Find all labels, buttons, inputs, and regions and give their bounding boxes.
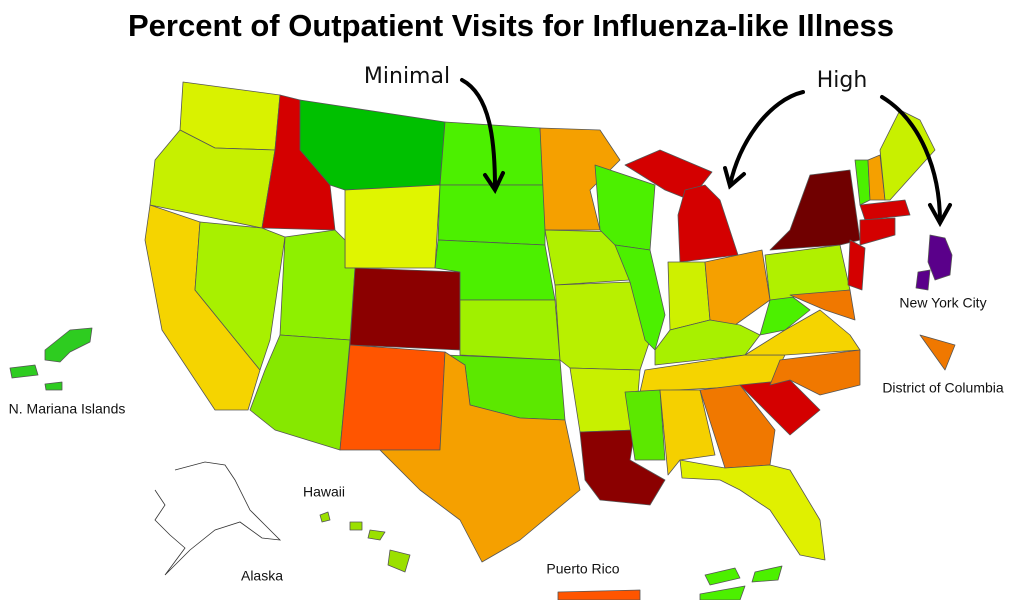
label: District of Columbia [882,380,1004,396]
state [704,249,771,326]
state [437,184,546,246]
state [279,229,356,341]
pr-map [557,589,641,601]
state [659,389,716,476]
hawaii-map [367,529,386,541]
vi-map [704,567,741,586]
arrow [460,78,497,190]
state [847,239,866,291]
insets [9,234,956,601]
state [769,169,861,251]
label: New York City [899,295,986,311]
arrow [723,166,746,190]
mariana-map [9,364,39,379]
state [679,459,826,561]
state [459,299,561,361]
vi-map [751,565,783,583]
state [624,389,666,461]
state [677,184,739,263]
dc-map [919,334,956,371]
state [194,221,286,371]
label: Alaska [241,568,283,584]
nyc-map [927,234,953,281]
nyc-map [915,269,931,291]
state [769,349,861,396]
arrows [460,78,952,228]
state [759,294,811,336]
state [854,159,871,206]
hawaii-map [387,549,411,573]
state [349,267,461,351]
state [344,184,441,269]
state [654,319,761,366]
arrow [928,203,952,228]
state [339,344,446,451]
vi-map [699,585,746,601]
hawaii-map [349,521,363,531]
arrow [728,90,805,187]
annotation: Minimal [364,64,450,89]
state [789,289,856,321]
state [667,261,711,331]
state [859,217,896,246]
arrow [880,95,942,224]
mariana-map [44,327,93,363]
alaska-map [154,461,282,576]
state [859,199,911,221]
states [144,81,936,563]
title: Percent of Outpatient Visits for Influen… [128,8,894,43]
label: Hawaii [303,484,345,500]
mariana-map [44,381,63,391]
annotation: High [817,68,868,93]
state [699,384,776,469]
hawaii-map [319,511,331,523]
label: Puerto Rico [546,561,619,577]
state [379,351,581,563]
arrow [483,171,505,195]
label: N. Mariana Islands [9,401,126,417]
